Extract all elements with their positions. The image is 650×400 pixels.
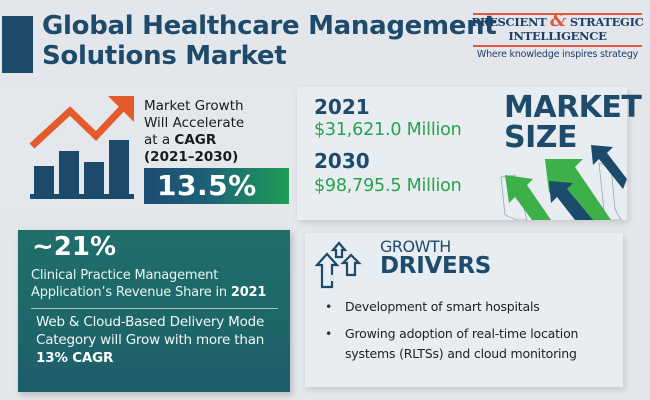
- drivers-heading-small: GROWTH: [380, 237, 451, 256]
- rising-arrows-icon: [500, 145, 627, 220]
- panel-divider: [31, 308, 278, 309]
- amount-2030: $98,795.5 Million: [314, 176, 462, 196]
- cagr-value-badge: 13.5%: [144, 168, 289, 204]
- logo-ampersand: &: [550, 10, 567, 31]
- cagr-description: Market Growth Will Accelerate at a CAGR …: [144, 98, 245, 165]
- amount-2021: $31,621.0 Million: [314, 120, 462, 140]
- revenue-share-value: ~21%: [32, 232, 117, 262]
- cloud-delivery-description: Web & Cloud-Based Delivery Mode Category…: [36, 314, 265, 366]
- revenue-share-description: Clinical Practice Management Application…: [31, 268, 267, 300]
- logo-top-rule: [473, 13, 642, 15]
- segment-insights-panel: ~21% Clinical Practice Management Applic…: [18, 230, 290, 392]
- title-line-1: Global Healthcare Management: [42, 11, 497, 41]
- drivers-list: Development of smart hospitals Growing a…: [325, 297, 625, 371]
- logo-tagline: Where knowledge inspires strategy: [476, 49, 639, 60]
- title-accent-bar: [2, 16, 33, 73]
- page-title: Global Healthcare Management Solutions M…: [42, 11, 497, 71]
- houses-up-arrows-icon: [315, 241, 362, 289]
- logo-name-line-1: PRESCIENT & STRATEGIC: [471, 10, 644, 31]
- drivers-heading-big: DRIVERS: [380, 253, 492, 279]
- logo-name-line-2: INTELLIGENCE: [508, 29, 607, 43]
- year-2030: 2030: [314, 149, 370, 173]
- year-2021: 2021: [314, 95, 370, 119]
- growth-drivers-panel: GROWTH DRIVERS Development of smart hosp…: [305, 233, 623, 387]
- logo-bottom-rule: [473, 45, 642, 47]
- driver-item: Development of smart hospitals: [325, 297, 625, 317]
- market-size-panel: 2021 $31,621.0 Million 2030 $98,795.5 Mi…: [297, 87, 642, 220]
- company-logo: PRESCIENT & STRATEGIC INTELLIGENCE Where…: [470, 10, 645, 61]
- bar-chart-growth-icon: [29, 96, 134, 199]
- driver-item: Growing adoption of real-time location s…: [325, 324, 595, 364]
- market-size-title: MARKET SIZE: [504, 90, 642, 155]
- title-line-2: Solutions Market: [42, 41, 287, 71]
